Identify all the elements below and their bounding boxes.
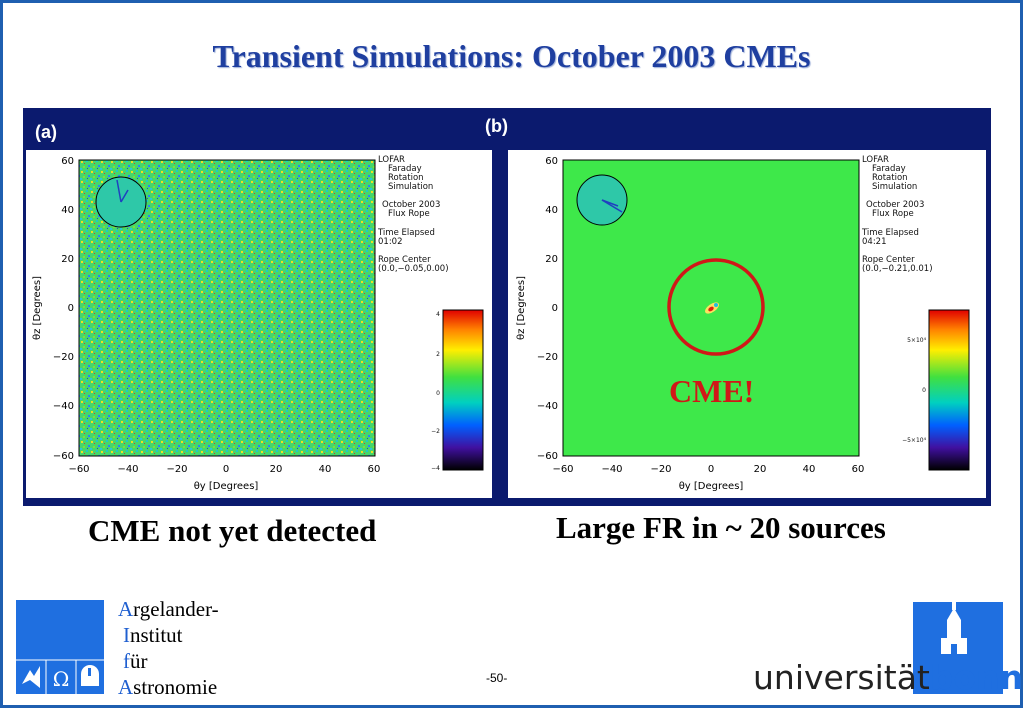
plot-a-ylabel: θz [Degrees] bbox=[32, 276, 43, 340]
plot-a-info: LOFAR Faraday Rotation Simulation Octobe… bbox=[377, 155, 449, 274]
svg-text:Rope Center: Rope Center bbox=[862, 255, 915, 265]
svg-text:Rotation: Rotation bbox=[388, 173, 424, 183]
plot-a-colorbar-ticks: 4 2 0 −2 −4 bbox=[431, 311, 440, 472]
bonn-logo-svg bbox=[913, 602, 1003, 694]
svg-text:0: 0 bbox=[708, 464, 714, 475]
plot-a-yticks: 60 40 20 0 −20 −40 −60 bbox=[53, 156, 74, 462]
svg-text:60: 60 bbox=[368, 464, 381, 475]
svg-text:−60: −60 bbox=[68, 464, 89, 475]
svg-text:20: 20 bbox=[754, 464, 767, 475]
svg-text:−60: −60 bbox=[537, 451, 558, 462]
svg-text:5×10⁴: 5×10⁴ bbox=[907, 337, 926, 344]
omega-icon: Ω bbox=[53, 667, 70, 691]
svg-text:LOFAR: LOFAR bbox=[378, 155, 405, 165]
svg-text:−2: −2 bbox=[431, 428, 440, 435]
svg-text:−40: −40 bbox=[117, 464, 138, 475]
plot-a-colorbar bbox=[442, 309, 484, 471]
page-number: -50- bbox=[486, 671, 508, 685]
svg-text:60: 60 bbox=[61, 156, 74, 167]
plot-b-xlabel: θy [Degrees] bbox=[679, 481, 744, 492]
svg-text:−5×10⁴: −5×10⁴ bbox=[902, 437, 927, 444]
svg-text:60: 60 bbox=[852, 464, 865, 475]
svg-text:Flux Rope: Flux Rope bbox=[388, 209, 430, 219]
caption-left: CME not yet detected bbox=[88, 513, 377, 548]
panel-b-label: (b) bbox=[485, 116, 508, 136]
aifa-line-3: für bbox=[123, 649, 148, 673]
svg-text:−40: −40 bbox=[537, 401, 558, 412]
svg-text:01:02: 01:02 bbox=[378, 237, 403, 247]
observatory-icon bbox=[81, 665, 99, 686]
telescope-icon bbox=[22, 666, 40, 688]
svg-text:Rotation: Rotation bbox=[872, 173, 908, 183]
svg-text:−4: −4 bbox=[431, 465, 440, 472]
svg-text:−20: −20 bbox=[537, 352, 558, 363]
svg-text:October 2003: October 2003 bbox=[866, 200, 924, 210]
panel-a-label: (a) bbox=[35, 122, 57, 142]
svg-text:October 2003: October 2003 bbox=[382, 200, 440, 210]
aifa-line-2: Institut bbox=[123, 623, 183, 647]
svg-text:60: 60 bbox=[545, 156, 558, 167]
svg-text:Faraday: Faraday bbox=[872, 164, 906, 174]
svg-text:−20: −20 bbox=[166, 464, 187, 475]
svg-text:0: 0 bbox=[223, 464, 229, 475]
bonn-wordmark: universitätbonn bbox=[753, 658, 1023, 697]
svg-text:04:21: 04:21 bbox=[862, 237, 887, 247]
svg-text:0: 0 bbox=[68, 303, 74, 314]
svg-text:Simulation: Simulation bbox=[872, 182, 917, 192]
svg-text:0: 0 bbox=[436, 390, 440, 397]
svg-text:4: 4 bbox=[436, 311, 440, 318]
svg-text:0: 0 bbox=[922, 387, 926, 394]
svg-text:(0.0,−0.21,0.01): (0.0,−0.21,0.01) bbox=[862, 264, 933, 274]
svg-text:Rope Center: Rope Center bbox=[378, 255, 431, 265]
svg-text:40: 40 bbox=[61, 205, 74, 216]
svg-text:Time Elapsed: Time Elapsed bbox=[861, 228, 919, 238]
svg-text:40: 40 bbox=[545, 205, 558, 216]
slide-title: Transient Simulations: October 2003 CMEs bbox=[212, 38, 811, 74]
svg-text:40: 40 bbox=[803, 464, 816, 475]
svg-text:−20: −20 bbox=[53, 352, 74, 363]
aifa-line-1: Argelander- bbox=[118, 597, 219, 621]
svg-text:Simulation: Simulation bbox=[388, 182, 433, 192]
svg-text:20: 20 bbox=[545, 254, 558, 265]
svg-text:−20: −20 bbox=[650, 464, 671, 475]
cme-label: CME! bbox=[669, 373, 755, 409]
svg-text:−60: −60 bbox=[53, 451, 74, 462]
plot-b-colorbar-ticks: 5×10⁴ 0 −5×10⁴ bbox=[902, 337, 927, 444]
plot-b-ylabel: θz [Degrees] bbox=[516, 276, 527, 340]
svg-text:Faraday: Faraday bbox=[388, 164, 422, 174]
aifa-logo: Ω bbox=[16, 600, 104, 694]
plot-b-yticks: 60 40 20 0 −20 −40 −60 bbox=[537, 156, 558, 462]
plot-a-xticks: −60 −40 −20 0 20 40 60 bbox=[68, 464, 380, 475]
bonn-logo: universitätbonn bbox=[745, 600, 1023, 697]
svg-text:−60: −60 bbox=[552, 464, 573, 475]
plot-b-info: LOFAR Faraday Rotation Simulation Octobe… bbox=[861, 155, 933, 274]
svg-text:40: 40 bbox=[319, 464, 332, 475]
svg-text:(0.0,−0.05,0.00): (0.0,−0.05,0.00) bbox=[378, 264, 449, 274]
svg-text:2: 2 bbox=[436, 351, 440, 358]
caption-right: Large FR in ~ 20 sources bbox=[556, 510, 886, 545]
svg-text:0: 0 bbox=[552, 303, 558, 314]
svg-text:Flux Rope: Flux Rope bbox=[872, 209, 914, 219]
plot-a-svg: 60 40 20 0 −20 −40 −60 −60 −40 −20 0 20 … bbox=[32, 155, 484, 492]
svg-text:−40: −40 bbox=[53, 401, 74, 412]
plot-b: 60 40 20 0 −20 −40 −60 −60 −40 −20 0 20 … bbox=[508, 150, 986, 498]
plot-a-xlabel: θy [Degrees] bbox=[194, 481, 259, 492]
bonn-tower-icon bbox=[941, 602, 967, 654]
cme-highlight-circle bbox=[667, 258, 765, 356]
svg-text:20: 20 bbox=[61, 254, 74, 265]
plot-a: 60 40 20 0 −20 −40 −60 −60 −40 −20 0 20 … bbox=[26, 150, 492, 498]
svg-text:20: 20 bbox=[270, 464, 283, 475]
aifa-logo-svg: Ω bbox=[16, 659, 104, 694]
plot-b-xticks: −60 −40 −20 0 20 40 60 bbox=[552, 464, 864, 475]
aifa-line-4: Astronomie bbox=[118, 675, 218, 699]
aifa-name: Argelander- Institut für Astronomie bbox=[118, 596, 219, 700]
figure-panel: (a) (b) bbox=[23, 108, 991, 506]
plot-b-colorbar bbox=[928, 309, 970, 471]
plot-b-svg: 60 40 20 0 −20 −40 −60 −60 −40 −20 0 20 … bbox=[516, 155, 970, 492]
svg-text:−40: −40 bbox=[601, 464, 622, 475]
svg-text:Time Elapsed: Time Elapsed bbox=[377, 228, 435, 238]
svg-text:LOFAR: LOFAR bbox=[862, 155, 889, 165]
